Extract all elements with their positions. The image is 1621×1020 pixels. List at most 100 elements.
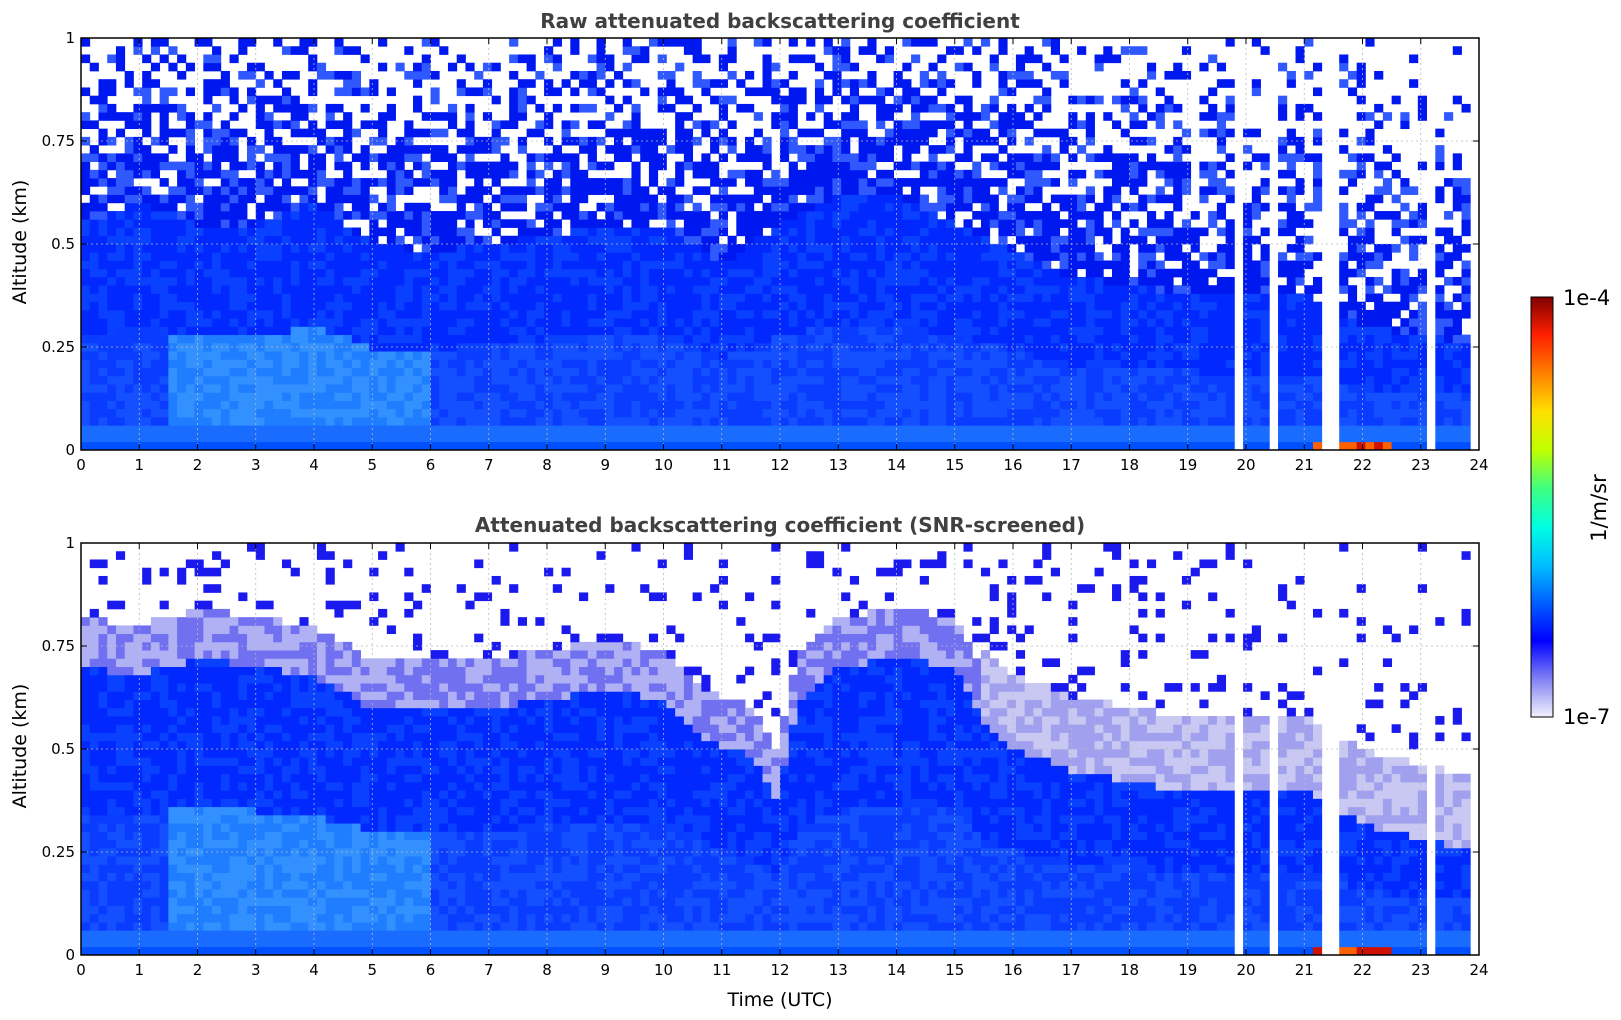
heatmap-cell [517, 309, 528, 319]
heatmap-cell [517, 326, 528, 336]
heatmap-cell [517, 400, 528, 410]
heatmap-cell [1050, 334, 1060, 344]
heatmap-cell [456, 293, 466, 303]
heatmap-cell [1007, 425, 1017, 434]
heatmap-cell [229, 219, 239, 228]
heatmap-cell [797, 433, 807, 443]
heatmap-cell [404, 211, 414, 220]
heatmap-cell [1094, 153, 1104, 162]
heatmap-cell [247, 400, 257, 410]
heatmap-cell [544, 400, 554, 410]
heatmap-cell [989, 408, 999, 418]
heatmap-cell [998, 260, 1008, 270]
heatmap-cell [115, 128, 126, 138]
heatmap-cell [788, 375, 798, 385]
heatmap-cell [937, 359, 947, 368]
heatmap-cell [963, 425, 973, 434]
heatmap-cell [491, 244, 501, 253]
heatmap-cell [177, 441, 187, 451]
heatmap-cell [631, 301, 641, 311]
heatmap-cell [946, 128, 956, 138]
heatmap-cell [413, 103, 423, 113]
heatmap-cell [308, 392, 318, 401]
heatmap-cell [998, 46, 1008, 55]
heatmap-cell [1077, 384, 1087, 393]
heatmap-cell [622, 252, 632, 261]
heatmap-cell [780, 145, 790, 154]
heatmap-cell [325, 425, 335, 434]
heatmap-cell [212, 417, 222, 426]
heatmap-cell [579, 194, 589, 204]
heatmap-cell [369, 153, 379, 162]
heatmap-cell [334, 260, 344, 270]
heatmap-cell [1138, 326, 1148, 336]
heatmap-cell [980, 285, 991, 294]
heatmap-cell [579, 235, 589, 245]
heatmap-cell [1007, 194, 1017, 204]
heatmap-cell [963, 268, 973, 278]
heatmap-cell [884, 318, 894, 327]
heatmap-cell [229, 161, 239, 171]
heatmap-cell [806, 276, 816, 286]
heatmap-cell [1015, 211, 1026, 220]
heatmap-cell [1138, 433, 1148, 443]
heatmap-cell [753, 260, 763, 270]
heatmap-cell [928, 161, 938, 171]
heatmap-cell [841, 367, 851, 377]
heatmap-cell [474, 417, 484, 426]
heatmap-cell [928, 334, 938, 344]
heatmap-cell [220, 178, 230, 187]
heatmap-cell [325, 351, 335, 360]
heatmap-cell [814, 178, 825, 187]
heatmap-cell [657, 417, 667, 426]
heatmap-cell [579, 276, 589, 286]
heatmap-cell [281, 46, 292, 55]
heatmap-cell [596, 351, 606, 360]
heatmap-cell [928, 38, 938, 47]
heatmap-cell [1146, 400, 1157, 410]
heatmap-cell [404, 367, 414, 377]
heatmap-cell [255, 62, 265, 72]
heatmap-cell [482, 219, 493, 228]
heatmap-cell [1015, 384, 1026, 393]
heatmap-cell [946, 375, 956, 385]
heatmap-cell [579, 384, 589, 393]
heatmap-cell [832, 425, 842, 434]
heatmap-cell [98, 309, 108, 319]
heatmap-cell [832, 252, 842, 261]
heatmap-cell [1024, 211, 1034, 220]
heatmap-cell [133, 120, 143, 130]
heatmap-cell [1112, 54, 1122, 64]
heatmap-cell [884, 293, 894, 303]
heatmap-cell [858, 211, 868, 220]
heatmap-cell [351, 367, 361, 377]
heatmap-cell [1146, 417, 1157, 426]
heatmap-cell [177, 128, 187, 138]
heatmap-cell [736, 351, 746, 360]
heatmap-cell [605, 128, 615, 138]
heatmap-cell [290, 425, 300, 434]
heatmap-cell [81, 318, 91, 327]
heatmap-cell [893, 120, 903, 130]
heatmap-cell [675, 169, 685, 179]
heatmap-cell [98, 359, 108, 368]
heatmap-cell [255, 244, 265, 253]
heatmap-cell [841, 202, 851, 212]
heatmap-cell [81, 334, 91, 344]
heatmap-cell [683, 342, 694, 352]
heatmap-cell [1155, 112, 1165, 121]
heatmap-cell [421, 326, 431, 336]
heatmap-cell [806, 318, 816, 327]
heatmap-cell [430, 318, 440, 327]
heatmap-cell [579, 309, 589, 319]
heatmap-cell [456, 227, 466, 237]
heatmap-cell [133, 285, 143, 294]
heatmap-cell [142, 433, 152, 443]
heatmap-cell [281, 178, 292, 187]
heatmap-cell [378, 211, 388, 220]
heatmap-cell [902, 276, 912, 286]
heatmap-cell [482, 318, 493, 327]
heatmap-cell [788, 103, 798, 113]
heatmap-cell [325, 244, 335, 253]
heatmap-cell [369, 441, 379, 451]
